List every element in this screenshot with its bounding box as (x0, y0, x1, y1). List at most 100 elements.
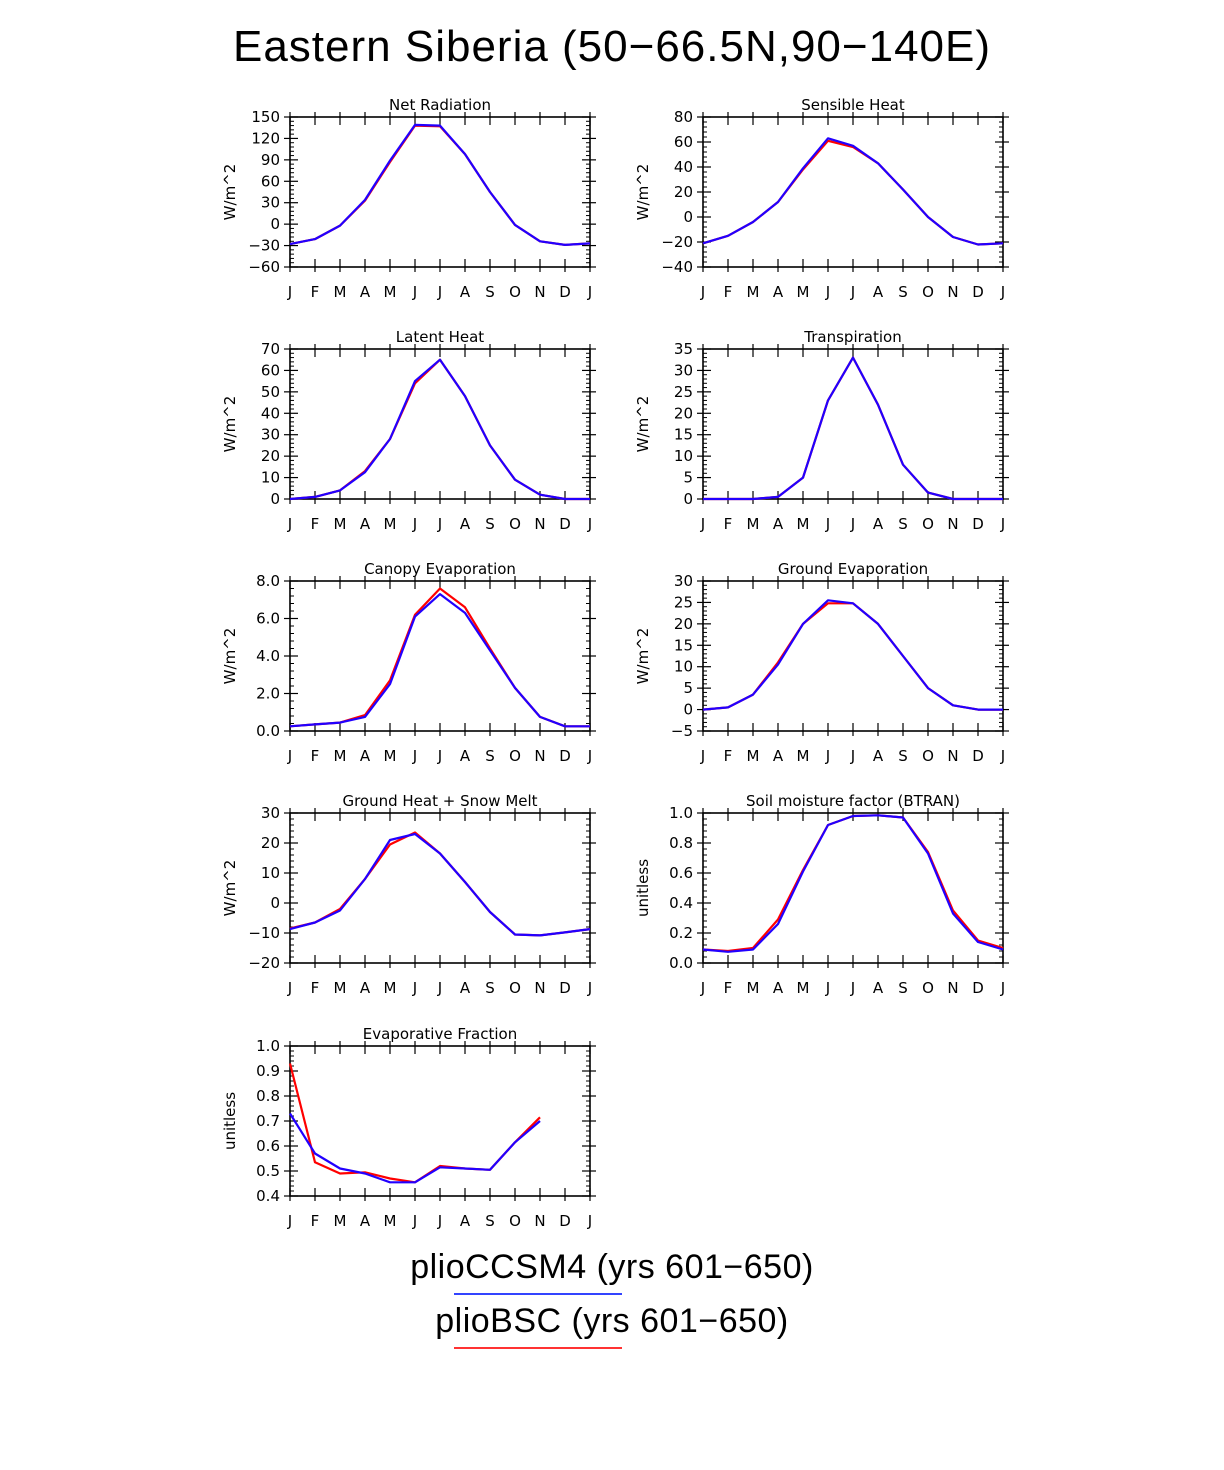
y-tick-label: 0.4 (669, 894, 693, 912)
y-tick-label: 120 (251, 129, 280, 147)
y-tick-label: 5 (683, 469, 693, 487)
x-tick-label: A (360, 979, 371, 997)
panel-title: Ground Evaporation (778, 560, 928, 578)
series-line-plioccsm4 (289, 358, 590, 501)
x-tick-label: N (534, 283, 545, 301)
panel-title: Evaporative Fraction (363, 1025, 517, 1043)
x-tick-label: J (700, 979, 705, 997)
x-tick-label: J (1000, 283, 1005, 301)
x-tick-label: O (509, 1212, 521, 1230)
y-tick-label: 0.7 (256, 1112, 280, 1130)
plot-frame (702, 348, 1004, 500)
x-tick-label: A (773, 747, 784, 765)
plot-frame (289, 348, 591, 500)
x-tick-label: J (287, 1212, 292, 1230)
x-tick-label: F (311, 979, 320, 997)
y-tick-label: 40 (261, 404, 280, 422)
plot-frame (289, 1045, 591, 1197)
x-tick-label: J (587, 1212, 592, 1230)
y-tick-label: −20 (661, 233, 693, 251)
y-tick-label: 0 (270, 894, 280, 912)
series-line-pliobsc (702, 602, 1003, 711)
y-tick-label: 20 (261, 834, 280, 852)
x-tick-label: A (873, 283, 884, 301)
x-tick-label: D (559, 747, 571, 765)
series-line-pliobsc (289, 124, 591, 246)
y-tick-label: 20 (261, 447, 280, 465)
x-tick-label: J (287, 515, 292, 533)
x-tick-label: J (287, 979, 292, 997)
y-tick-label: 35 (674, 340, 693, 358)
x-tick-label: S (485, 515, 495, 533)
x-tick-label: A (873, 747, 884, 765)
x-tick-label: N (947, 979, 958, 997)
y-axis-label: W/m^2 (221, 628, 239, 685)
y-tick-label: 0.6 (256, 1137, 280, 1155)
y-tick-label: 60 (674, 133, 693, 151)
x-tick-label: J (437, 515, 442, 533)
x-tick-label: O (509, 283, 521, 301)
x-tick-label: J (287, 747, 292, 765)
x-tick-label: F (311, 1212, 320, 1230)
plot-frame (702, 116, 1004, 268)
legend-swatch-pliobsc (454, 1347, 622, 1349)
y-axis-label: W/m^2 (634, 628, 652, 685)
y-tick-label: 10 (261, 864, 280, 882)
y-tick-label: 10 (261, 469, 280, 487)
x-tick-label: A (360, 747, 371, 765)
x-tick-label: M (384, 979, 397, 997)
x-tick-label: A (873, 979, 884, 997)
x-tick-label: M (384, 283, 397, 301)
y-tick-label: 80 (674, 108, 693, 126)
y-tick-label: −60 (248, 258, 280, 276)
x-tick-label: N (534, 1212, 545, 1230)
y-tick-label: 0.6 (669, 864, 693, 882)
y-tick-label: 2.0 (256, 685, 280, 703)
series-line-plioccsm4 (289, 123, 591, 246)
x-tick-label: J (587, 283, 592, 301)
x-tick-label: J (825, 283, 830, 301)
y-tick-label: 60 (261, 172, 280, 190)
x-tick-label: F (724, 747, 733, 765)
y-tick-label: −10 (248, 924, 280, 942)
plot-frame (289, 116, 591, 268)
panel-title: Transpiration (803, 328, 901, 346)
y-tick-label: 20 (674, 183, 693, 201)
legend-label-pliocc sm4: plioCCSM4 (yrs 601−650) (410, 1248, 814, 1286)
x-tick-label: F (724, 283, 733, 301)
x-tick-label: D (559, 979, 571, 997)
x-tick-label: M (797, 515, 810, 533)
x-tick-label: J (850, 979, 855, 997)
y-tick-label: 30 (261, 426, 280, 444)
x-tick-label: D (972, 979, 984, 997)
y-tick-label: 0 (270, 490, 280, 508)
x-tick-label: F (724, 979, 733, 997)
x-tick-label: J (1000, 979, 1005, 997)
y-tick-label: 1.0 (256, 1037, 280, 1055)
series-line-pliobsc (702, 139, 1004, 246)
y-axis-label: unitless (634, 859, 652, 917)
series-line-plioccsm4 (702, 814, 1004, 953)
series-line-pliobsc (289, 587, 590, 728)
x-tick-label: F (311, 283, 320, 301)
y-tick-label: 4.0 (256, 647, 280, 665)
x-tick-label: O (922, 979, 934, 997)
y-tick-label: 0 (270, 215, 280, 233)
x-tick-label: N (534, 515, 545, 533)
series-line-plioccsm4 (703, 356, 1003, 501)
x-tick-label: D (972, 747, 984, 765)
x-tick-label: S (898, 747, 908, 765)
y-tick-label: 10 (674, 447, 693, 465)
x-tick-label: J (587, 747, 592, 765)
series-line-pliobsc (703, 356, 1003, 501)
panel-title: Sensible Heat (801, 96, 905, 114)
panel-title: Soil moisture factor (BTRAN) (746, 792, 960, 810)
x-tick-label: O (509, 515, 521, 533)
panel-title: Net Radiation (389, 96, 491, 114)
